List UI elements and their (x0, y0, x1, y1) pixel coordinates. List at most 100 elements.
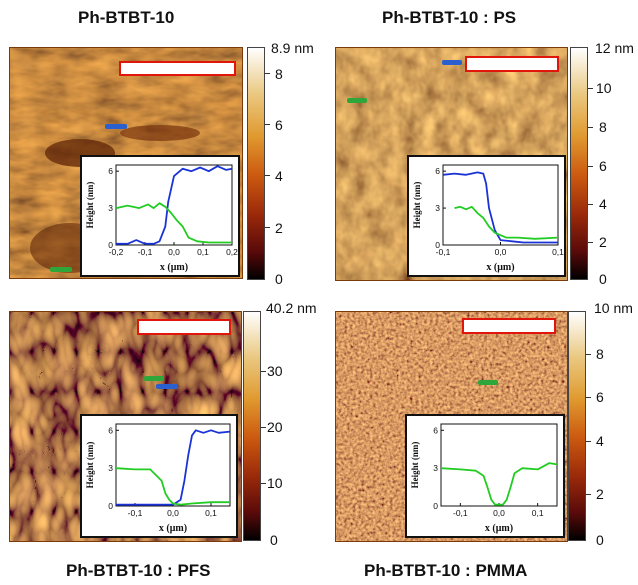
colorbar-tick (261, 371, 266, 372)
colorbar-tick (261, 427, 266, 428)
colorbar-tick-label: 0 (275, 271, 283, 287)
x-tick-label: 0,0 (167, 508, 179, 518)
y-tick-label: 3 (435, 203, 440, 213)
y-tick-label: 0 (108, 240, 113, 250)
x-tick-label: -0,1 (128, 508, 143, 518)
y-tick-label: 0 (108, 501, 113, 511)
scale-bar-top-right (465, 56, 559, 72)
plot-frame (442, 164, 559, 246)
colorbar-tick (265, 124, 270, 125)
x-tick-label: 0,0 (495, 247, 507, 257)
colorbar-tick-label: 6 (599, 158, 607, 174)
y-tick-label: 6 (435, 166, 440, 176)
y-axis-label: Height (nm) (410, 442, 420, 489)
x-axis-label: x (μm) (159, 523, 187, 534)
panel-title-top-right: Ph-BTBT-10 : PS (382, 8, 517, 27)
colorbar-max-label: 12 nm (595, 40, 634, 56)
colorbar-tick-label: 0 (270, 532, 278, 548)
colorbar-tick-label: 6 (596, 389, 604, 405)
colorbar-tick (261, 483, 266, 484)
colorbar-tick-label: 20 (267, 419, 283, 435)
colorbar-tick-label: 4 (596, 433, 604, 449)
colorbar-tick-label: 4 (599, 196, 607, 212)
profile-arrow-green-bottom-right (478, 380, 498, 385)
profile-arrow-blue-bottom-left (156, 384, 178, 389)
colorbar-tick-label: 30 (267, 363, 283, 379)
colorbar-max-label: 40.2 nm (266, 300, 317, 316)
colorbar-tick (586, 397, 591, 398)
colorbar-top-left (247, 47, 265, 280)
profile-line-green (454, 205, 559, 240)
y-tick-label: 3 (108, 203, 113, 213)
colorbar-tick (265, 73, 270, 74)
y-tick-label: 6 (433, 425, 438, 435)
colorbar-tick (265, 227, 270, 228)
profile-line-green (440, 462, 558, 506)
profile-line-blue (116, 165, 233, 245)
colorbar-bottom-right (568, 311, 586, 541)
colorbar-max-label: 8.9 nm (271, 40, 314, 56)
colorbar-tick-label: 2 (599, 234, 607, 250)
profile-line-blue (442, 171, 558, 244)
x-tick-label: -0,1 (453, 508, 468, 518)
scale-bar-bottom-left (137, 319, 231, 335)
y-tick-label: 0 (433, 501, 438, 511)
scale-bar-bottom-right (462, 318, 556, 334)
colorbar-tick (265, 175, 270, 176)
colorbar-tick-label: 0 (596, 532, 604, 548)
profile-arrow-green-top-left (50, 267, 72, 272)
panel-title-bottom-right: Ph-BTBT-10 : PMMA (364, 561, 528, 580)
colorbar-tick-label: 8 (596, 346, 604, 362)
colorbar-tick-label: 8 (275, 66, 283, 82)
x-tick-label: 0,0 (168, 247, 180, 257)
colorbar-max-label: 10 nm (594, 300, 633, 316)
x-tick-label: 0,0 (493, 508, 505, 518)
colorbar-tick-label: 4 (275, 168, 283, 184)
x-tick-label: -0,1 (436, 247, 451, 257)
colorbar-tick (588, 204, 593, 205)
panel-title-top-left: Ph-BTBT-10 (78, 8, 175, 27)
profile-arrow-blue-top-right (442, 60, 462, 65)
colorbar-tick (588, 127, 593, 128)
x-axis-label: x (μm) (485, 523, 513, 534)
profile-arrow-blue-top-left (105, 124, 127, 129)
profile-line-blue (116, 429, 231, 506)
y-tick-label: 3 (108, 463, 113, 473)
y-axis-label: Height (nm) (412, 182, 422, 229)
colorbar-tick-label: 6 (275, 117, 283, 133)
y-axis-label: Height (nm) (85, 442, 95, 489)
colorbar-tick (588, 88, 593, 89)
colorbar-tick-label: 0 (599, 271, 607, 287)
colorbar-tick-label: 10 (596, 80, 612, 96)
x-tick-label: -0,2 (109, 247, 124, 257)
panel-title-bottom-left: Ph-BTBT-10 : PFS (66, 561, 211, 580)
colorbar-tick-label: 10 (267, 475, 283, 491)
x-tick-label: -0,1 (138, 247, 153, 257)
height-profile-inset-bottom-right: -0,1 0,0 0,1 6 3 0 x (μm) Height (nm) (405, 414, 565, 538)
plot-frame (440, 423, 558, 507)
y-tick-label: 6 (108, 425, 113, 435)
colorbar-tick (586, 494, 591, 495)
y-tick-label: 3 (433, 463, 438, 473)
x-tick-label: 0,1 (197, 247, 209, 257)
x-axis-label: x (μm) (160, 262, 188, 273)
profile-arrow-green-top-right (347, 98, 367, 103)
height-profile-inset-top-left: -0,2 -0,1 0,0 0,1 0,2 6 3 0 x (μm) Height (nm) (80, 155, 240, 277)
x-tick-label: 0,1 (532, 508, 544, 518)
colorbar-tick-label: 2 (596, 486, 604, 502)
colorbar-tick-label: 2 (275, 220, 283, 236)
x-axis-label: x (μm) (486, 262, 514, 273)
plot-frame (115, 423, 231, 507)
x-tick-label: 0,1 (205, 508, 217, 518)
colorbar-tick-label: 8 (599, 119, 607, 135)
colorbar-bottom-left (243, 311, 261, 541)
colorbar-tick (586, 441, 591, 442)
height-profile-inset-bottom-left: -0,1 0,0 0,1 6 3 0 x (μm) Height (nm) (80, 414, 238, 538)
colorbar-tick (586, 354, 591, 355)
scale-bar-top-left (119, 61, 236, 76)
x-tick-label: 0,1 (552, 247, 564, 257)
y-axis-label: Height (nm) (85, 182, 95, 229)
colorbar-top-right (570, 47, 588, 280)
colorbar-tick (588, 166, 593, 167)
y-tick-label: 0 (435, 240, 440, 250)
